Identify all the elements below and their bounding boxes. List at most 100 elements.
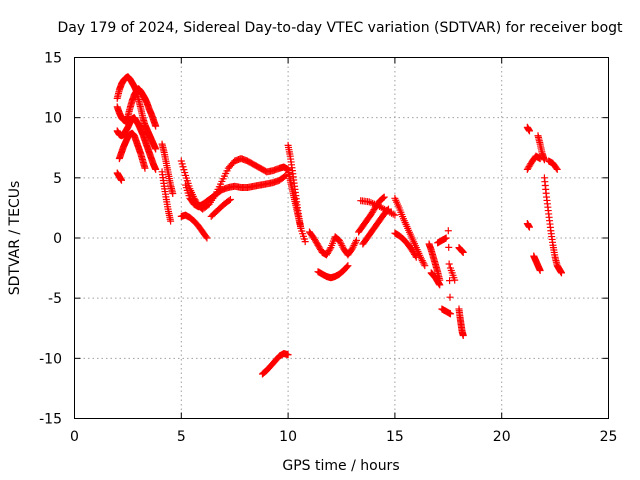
series-arc11 [207, 195, 234, 220]
data-points [113, 73, 566, 378]
data-point [343, 263, 351, 271]
series-arc4 [115, 129, 149, 172]
data-point [367, 199, 375, 207]
series-arc5 [113, 169, 125, 184]
y-axis-label: SDTVAR / TECUs [7, 181, 23, 296]
data-point [335, 236, 343, 244]
series-arc26 [446, 264, 459, 284]
data-point [558, 269, 566, 277]
data-point [391, 211, 399, 219]
data-point [152, 145, 160, 153]
data-point [446, 277, 454, 285]
data-point [552, 164, 560, 172]
x-tick-label: 20 [493, 429, 511, 445]
data-point [421, 262, 429, 270]
ticks: 0 5 10 15 20 25 -15 -10 -5 0 5 10 15 [39, 51, 617, 446]
data-point [344, 262, 352, 270]
data-point [365, 198, 373, 206]
data-point [226, 195, 234, 203]
x-tick-label: 10 [279, 429, 297, 445]
data-point [379, 194, 387, 202]
data-point [380, 193, 388, 201]
series-arc9 [182, 171, 290, 211]
series-arc6 [158, 140, 177, 197]
data-point [459, 248, 467, 256]
series-arc18 [359, 205, 392, 248]
y-tick-label: 5 [53, 171, 62, 187]
y-tick-label: -15 [39, 412, 62, 428]
data-point [444, 227, 452, 235]
series-arc15 [305, 228, 360, 259]
data-point [540, 156, 548, 164]
series-arc25 [438, 305, 454, 318]
series-arc8 [177, 155, 292, 213]
data-point [553, 165, 561, 173]
data-point [350, 241, 358, 249]
series-arc30 [523, 123, 533, 135]
data-point [379, 195, 387, 203]
data-point [202, 233, 210, 241]
series-arc19 [357, 197, 399, 219]
data-point [536, 266, 544, 274]
data-point [370, 200, 378, 208]
series-arc3 [113, 114, 160, 173]
series-arc29 [455, 244, 467, 256]
y-tick-label: -10 [39, 351, 62, 367]
data-point [446, 293, 454, 301]
data-point [284, 351, 292, 359]
data-point [349, 243, 357, 251]
data-point [525, 223, 533, 231]
data-point [203, 234, 211, 242]
data-point [225, 196, 233, 204]
series-arc23 [427, 269, 444, 289]
y-tick-label: 10 [44, 111, 62, 127]
data-point [389, 210, 397, 218]
series-arc24 [434, 234, 450, 247]
series-arc33 [530, 252, 544, 274]
data-point [141, 164, 149, 172]
data-point [446, 310, 454, 318]
data-point [417, 255, 425, 263]
series-arc36 [545, 157, 561, 173]
data-point [445, 260, 453, 268]
data-point [372, 201, 380, 209]
data-point [459, 331, 467, 339]
series-arc2 [113, 87, 160, 153]
data-point [418, 257, 426, 265]
y-tick-label: -5 [48, 291, 62, 307]
series-arc28 [455, 305, 467, 339]
x-tick-label: 15 [386, 429, 404, 445]
series-arc20 [391, 194, 429, 270]
data-point [336, 238, 344, 246]
series-arc32 [523, 220, 533, 231]
data-point [420, 260, 428, 268]
data-point [338, 241, 346, 249]
series-arc21 [391, 229, 420, 261]
data-point [442, 234, 450, 242]
chart-title: Day 179 of 2024, Sidereal Day-to-day VTE… [57, 20, 623, 36]
series-arc16 [314, 262, 352, 282]
data-point [436, 281, 444, 289]
series-arc10 [177, 211, 211, 242]
series-arc34 [534, 132, 548, 164]
data-point [337, 240, 345, 248]
data-point [525, 127, 533, 135]
x-tick-label: 0 [70, 429, 79, 445]
data-point [152, 165, 160, 173]
data-point [411, 252, 419, 260]
data-point [117, 176, 125, 184]
series-arc12 [258, 350, 292, 378]
series-arc35 [540, 174, 566, 277]
data-point [351, 240, 359, 248]
data-point [348, 245, 356, 253]
x-tick-label: 25 [600, 429, 618, 445]
x-axis-label: GPS time / hours [282, 458, 399, 474]
series-arc7 [158, 168, 175, 225]
data-point [152, 122, 160, 130]
series-arc27 [444, 227, 454, 318]
data-point [297, 224, 305, 232]
data-point [445, 243, 453, 251]
data-point [352, 236, 360, 244]
y-tick-label: 0 [53, 231, 62, 247]
